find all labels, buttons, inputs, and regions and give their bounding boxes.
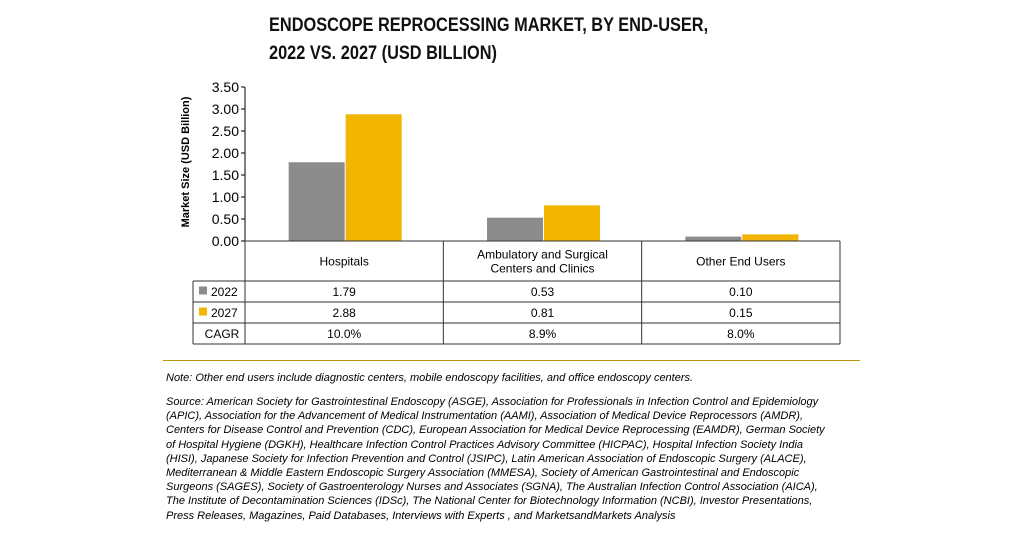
data-label: 2.88 (332, 306, 356, 320)
bar-2027-2 (742, 234, 799, 241)
data-label: 0.10 (729, 285, 753, 299)
bar-2022-0 (288, 162, 345, 241)
y-axis-label: Market Size (USD Billion) (180, 96, 192, 227)
bar-chart: 0.00 0.50 1.00 1.50 2.00 2.50 3.00 3.50 Market S… (180, 79, 841, 345)
chart-note: Note: Other end users include diagnostic… (166, 372, 694, 384)
cagr-value: 10.0% (327, 327, 361, 341)
y-tick-label: 1.50 (212, 167, 239, 183)
data-label: 0.81 (531, 306, 555, 320)
divider-rule (163, 360, 860, 361)
y-tick-label: 1.00 (212, 189, 239, 205)
y-tick-label: 3.00 (212, 101, 239, 117)
cagr-value: 8.0% (727, 327, 755, 341)
cagr-label: CAGR (205, 327, 240, 341)
source-line: (APIC), Association for the Advancement … (166, 410, 804, 423)
source-line: Source: American Society for Gastrointes… (166, 396, 819, 408)
legend-label-2022: 2022 (211, 285, 238, 299)
y-tick-label: 0.00 (212, 233, 239, 249)
chart-title: ENDOSCOPE REPROCESSING MARKET, BY END-US… (269, 12, 709, 68)
category-label: Centers and Clinics (490, 262, 594, 276)
bar-2027-0 (345, 114, 402, 241)
y-tick-label: 3.50 (212, 79, 239, 95)
source-text: Source: American Society for Gastrointes… (166, 395, 866, 523)
bar-2022-1 (487, 217, 543, 241)
data-label: 0.53 (531, 285, 555, 299)
cagr-value: 8.9% (529, 327, 557, 341)
y-tick-label: 2.00 (212, 145, 239, 161)
source-line: Surgeons (SAGES), Society of Gastroenter… (166, 481, 818, 494)
y-tick-label: 0.50 (212, 211, 239, 227)
source-line: The Institute of Decontamination Science… (166, 495, 813, 508)
source-line: Mediterranean & Middle Eastern Endoscopi… (166, 467, 800, 480)
y-tick-label: 2.50 (212, 123, 239, 139)
data-label: 0.15 (729, 306, 753, 320)
chart-title-line-1: ENDOSCOPE REPROCESSING MARKET, BY END-US… (269, 15, 709, 36)
category-label: Hospitals (319, 255, 368, 269)
source-line: Press Releases, Magazines, Paid Database… (166, 509, 676, 522)
source-line: of Hospital Hygiene (DGKH), Healthcare I… (166, 438, 804, 451)
legend-swatch-2027 (199, 307, 207, 316)
chart-title-line-2: 2022 VS. 2027 (USD BILLION) (269, 43, 497, 64)
legend-swatch-2022 (199, 286, 207, 295)
bar-2027-1 (544, 205, 600, 241)
bar-2022-2 (685, 236, 742, 241)
category-label: Ambulatory and Surgical (477, 248, 608, 262)
category-label: Other End Users (696, 255, 785, 269)
source-line: Centers for Disease Control and Preventi… (166, 424, 825, 437)
data-label: 1.79 (332, 285, 356, 299)
source-line: (HISI), Japanese Society for Infection P… (166, 452, 807, 465)
legend-label-2027: 2027 (211, 306, 238, 320)
